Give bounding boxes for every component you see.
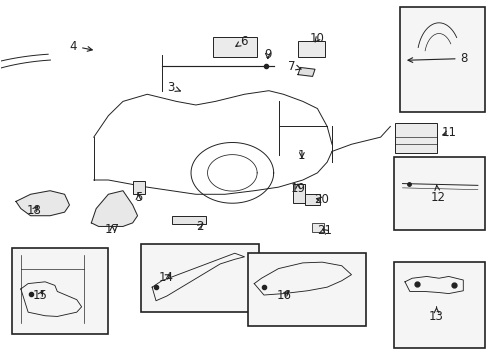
Text: 21: 21 (317, 224, 331, 237)
Polygon shape (91, 191, 137, 226)
Bar (12, 248, 108, 334)
Text: 6: 6 (235, 35, 247, 48)
Text: 12: 12 (429, 185, 445, 204)
Bar (305, 194, 319, 205)
Text: 4: 4 (69, 40, 92, 53)
Text: 9: 9 (264, 49, 271, 62)
Text: 7: 7 (288, 60, 301, 73)
Bar (171, 216, 205, 224)
Text: 16: 16 (276, 288, 291, 302)
Text: 5: 5 (135, 191, 142, 204)
Text: 15: 15 (33, 288, 48, 302)
Bar (132, 181, 144, 194)
Text: 1: 1 (298, 149, 305, 162)
Text: 11: 11 (440, 126, 455, 139)
Bar (393, 157, 484, 230)
Text: 13: 13 (428, 307, 443, 323)
Polygon shape (16, 191, 69, 216)
Text: 2: 2 (196, 220, 203, 233)
Text: 3: 3 (166, 81, 180, 94)
Text: 10: 10 (309, 32, 324, 45)
Bar (292, 184, 305, 203)
Bar (399, 7, 484, 112)
Bar (212, 37, 256, 57)
Bar (311, 223, 323, 232)
Text: 14: 14 (158, 271, 173, 284)
Text: 18: 18 (27, 204, 42, 217)
Bar (297, 41, 324, 57)
Bar (393, 262, 484, 348)
Text: 17: 17 (104, 223, 120, 236)
Bar (141, 244, 259, 312)
Text: 19: 19 (290, 182, 305, 195)
Bar (248, 253, 366, 327)
Bar (394, 123, 436, 153)
Text: 20: 20 (313, 193, 328, 206)
Text: 8: 8 (407, 52, 467, 65)
Polygon shape (297, 67, 314, 76)
